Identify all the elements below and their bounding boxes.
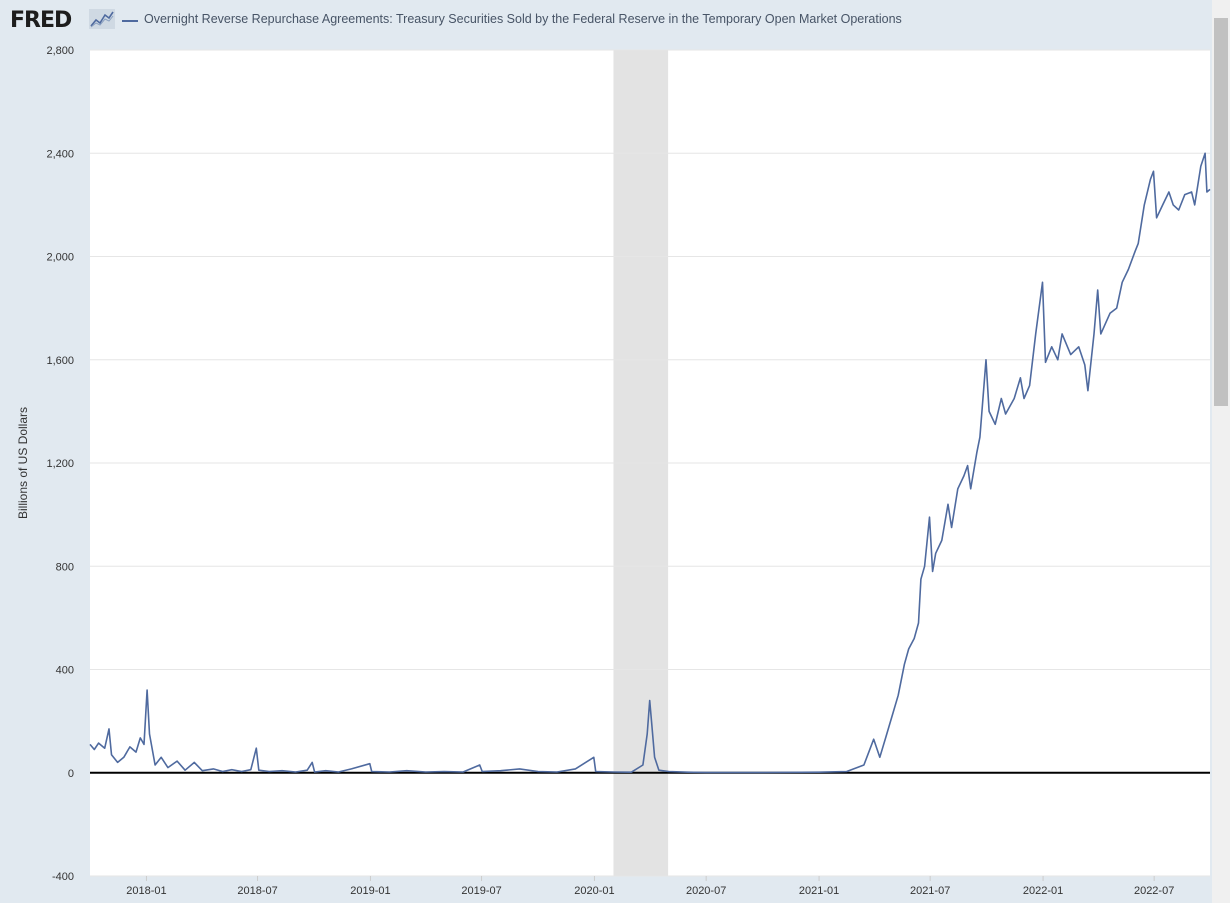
gridlines [90,49,1210,877]
fred-logo-chart-icon [89,9,115,29]
x-tick-label: 2019-01 [350,885,390,897]
scrollbar-thumb[interactable] [1214,18,1228,406]
y-tick-label: 2,800 [46,45,74,57]
y-tick-label: 2,000 [46,252,74,264]
x-tick-label: 2020-01 [574,885,614,897]
x-axis-ticks: 2018-01 2018-07 2019-01 2019-07 2020-01 2020-… [126,876,1174,897]
y-tick-label: 0 [68,768,74,780]
x-tick-label: 2022-07 [1134,885,1174,897]
y-axis-label: Billions of US Dollars [16,407,30,519]
x-tick-label: 2018-01 [126,885,166,897]
legend-swatch [122,20,138,22]
fred-logo[interactable]: FRED [10,8,72,33]
x-tick-label: 2020-07 [686,885,726,897]
x-tick-label: 2018-07 [237,885,277,897]
x-tick-label: 2021-01 [799,885,839,897]
x-tick-label: 2021-07 [910,885,950,897]
x-tick-label: 2022-01 [1023,885,1063,897]
chart-header: FRED Overnight Reverse Repurchase Agreem… [0,0,1212,42]
series-line[interactable] [89,152,1211,774]
series-title[interactable]: Overnight Reverse Repurchase Agreements:… [144,12,902,26]
y-tick-label: 2,400 [46,148,74,160]
y-tick-label: 400 [56,665,74,677]
x-tick-label: 2019-07 [461,885,501,897]
y-tick-label: 1,600 [46,355,74,367]
y-tick-label: 800 [56,561,74,573]
y-axis-ticks: -400 0 400 800 1,200 1,600 2,000 2,400 2,800 [46,45,74,883]
y-tick-label: -400 [52,871,74,883]
y-tick-label: 1,200 [46,458,74,470]
